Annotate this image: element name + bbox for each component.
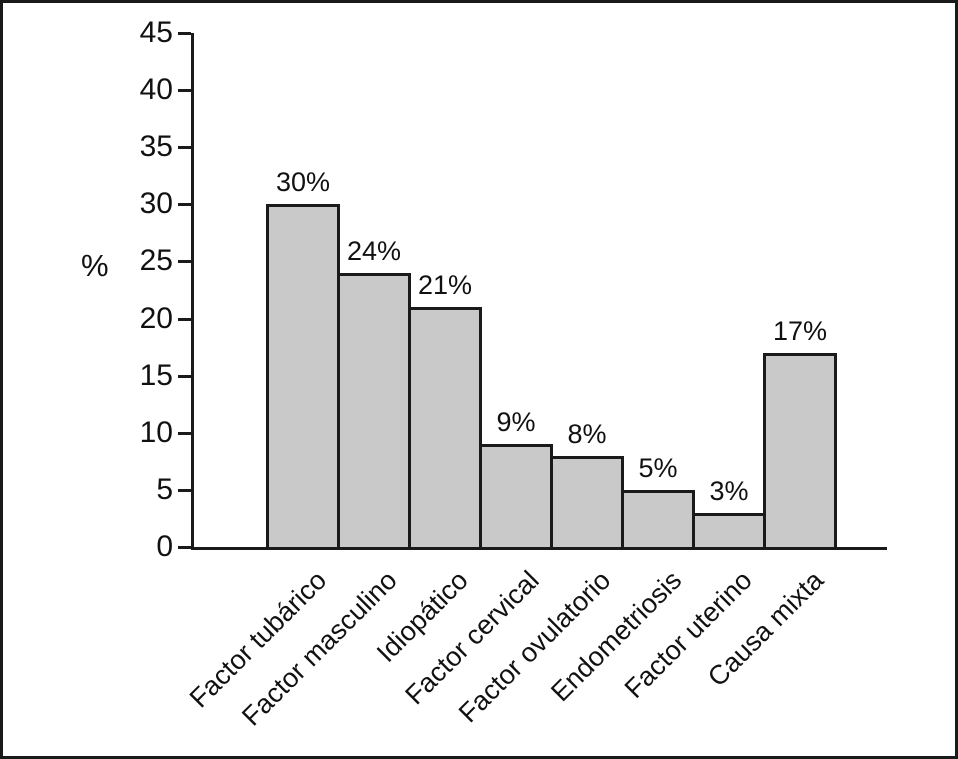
bar-value-label: 24% — [346, 236, 402, 266]
bar-value-label: 21% — [417, 270, 473, 300]
y-tick-mark — [178, 32, 191, 35]
bar-value-label: 17% — [772, 316, 828, 346]
y-axis-line — [191, 33, 194, 550]
bar — [621, 490, 695, 550]
y-axis-title: % — [81, 248, 109, 283]
y-tick-label: 0 — [156, 530, 173, 563]
y-tick-mark — [178, 203, 191, 207]
y-tick-label: 30 — [139, 187, 173, 221]
y-tick-mark — [178, 146, 191, 150]
y-tick-mark — [178, 89, 191, 93]
x-axis-line — [191, 547, 887, 550]
y-tick-label: 40 — [139, 73, 173, 107]
y-tick-mark — [178, 546, 191, 549]
y-tick-mark — [178, 374, 191, 378]
bar-value-label: 9% — [496, 407, 536, 437]
y-tick-label: 35 — [139, 130, 173, 164]
bar-value-label: 8% — [567, 419, 607, 449]
bar-value-label: 3% — [709, 476, 749, 506]
bar-value-label: 5% — [638, 453, 678, 483]
y-tick-mark — [178, 488, 191, 492]
bar-value-label: 30% — [275, 167, 331, 197]
y-tick-mark — [178, 260, 191, 264]
y-tick-mark — [178, 317, 191, 321]
y-tick-label: 20 — [139, 301, 173, 335]
y-tick-label: 10 — [139, 415, 173, 449]
bar — [479, 444, 553, 550]
bar — [763, 353, 837, 550]
y-tick-label: 25 — [139, 244, 173, 278]
bar — [337, 273, 411, 550]
y-tick-mark — [178, 431, 191, 435]
y-tick-label: 15 — [139, 358, 173, 392]
y-tick-label: 45 — [139, 16, 173, 49]
bar — [550, 456, 624, 550]
bar — [692, 513, 766, 550]
y-tick-label: 5 — [156, 472, 173, 506]
